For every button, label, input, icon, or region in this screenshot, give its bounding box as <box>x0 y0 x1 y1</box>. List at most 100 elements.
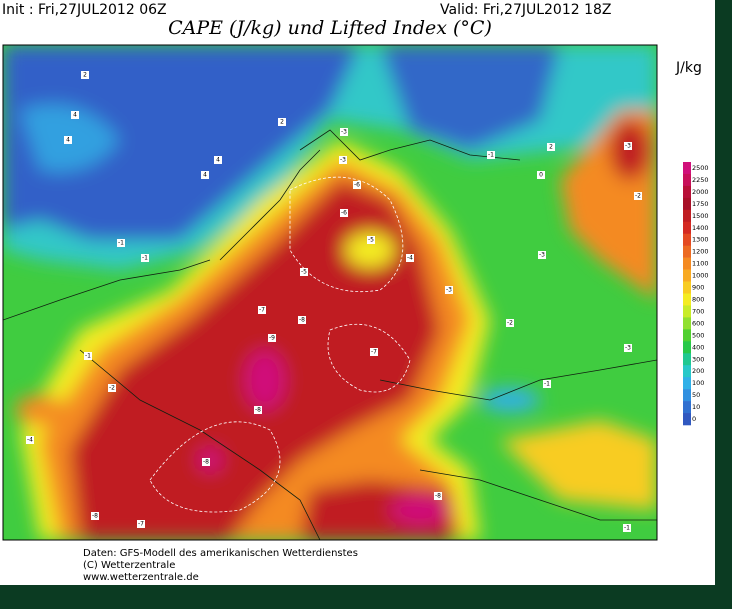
label-box <box>268 334 276 342</box>
label-box <box>445 286 453 294</box>
label-box <box>340 209 348 217</box>
lifted-index-label: 4 <box>203 172 207 179</box>
colorbar-label: 1100 <box>692 260 709 268</box>
label-box <box>487 151 495 159</box>
footer: Daten: GFS-Modell des amerikanischen Wet… <box>83 548 358 583</box>
lifted-index-label: 4 <box>73 112 77 119</box>
colorbar-segment <box>683 269 691 282</box>
label-box <box>141 254 149 262</box>
lifted-index-label: -8 <box>255 407 261 414</box>
label-box <box>117 239 125 247</box>
label-box <box>64 136 72 144</box>
label-box <box>340 128 348 136</box>
label-box <box>202 458 210 466</box>
lifted-index-label: -2 <box>109 385 115 392</box>
colorbar-segment <box>683 401 691 414</box>
label-box <box>370 348 378 356</box>
label-box <box>26 436 34 444</box>
colorbar-segment <box>683 377 691 390</box>
label-box <box>300 268 308 276</box>
lifted-index-label: -3 <box>446 287 452 294</box>
lifted-index-label: -3 <box>341 129 347 136</box>
colorbar-label: 1750 <box>692 200 709 208</box>
lifted-index-label: -3 <box>539 252 545 259</box>
legend-unit: J/kg <box>675 60 702 76</box>
colorbar-segment <box>683 329 691 342</box>
lifted-index-label: -5 <box>301 269 307 276</box>
lifted-index-label: -3 <box>625 143 631 150</box>
label-box <box>339 156 347 164</box>
lifted-index-label: 0 <box>539 172 543 179</box>
colorbar-segment <box>683 173 691 187</box>
colorbar-label: 300 <box>692 355 704 363</box>
colorbar-segment <box>683 317 691 330</box>
lifted-index-label: 4 <box>216 157 220 164</box>
lifted-index-label: -1 <box>624 525 630 532</box>
lifted-index-label: -7 <box>371 349 377 356</box>
colorbar-label: 700 <box>692 307 704 315</box>
colorbar-label: 1200 <box>692 248 709 256</box>
lifted-index-label: -1 <box>488 152 494 159</box>
label-box <box>298 316 306 324</box>
map: 2 4 4 2 4 4 -1 -1 -3 -3 -6 -6 -5 -7 -8 -5 -4 -3 -3 -1 0 2 -3 -2… <box>3 45 657 540</box>
colorbar-label: 500 <box>692 331 704 339</box>
colorbar-label: 1300 <box>692 236 709 244</box>
lifted-index-label: -3 <box>340 157 346 164</box>
label-box <box>91 512 99 520</box>
footer-line: www.wetterzentrale.de <box>83 572 199 583</box>
lifted-index-label: -8 <box>92 513 98 520</box>
label-box <box>254 406 262 414</box>
label-box <box>634 192 642 200</box>
label-box <box>81 71 89 79</box>
colorbar-segment <box>683 353 691 366</box>
colorbar-segment <box>683 281 691 294</box>
lifted-index-label: 2 <box>280 119 284 126</box>
colorbar-label: 900 <box>692 284 704 292</box>
lifted-index-label: 2 <box>549 144 553 151</box>
label-box <box>353 181 361 189</box>
lifted-index-label: -1 <box>85 353 91 360</box>
lifted-index-label: -8 <box>435 493 441 500</box>
label-box <box>71 111 79 119</box>
label-box <box>537 171 545 179</box>
valid-time: Valid: Fri,27JUL2012 18Z <box>440 2 612 18</box>
label-box <box>367 236 375 244</box>
lifted-index-label: -2 <box>507 320 513 327</box>
init-time: Init : Fri,27JUL2012 06Z <box>2 2 167 18</box>
lifted-index-label: -1 <box>142 255 148 262</box>
colorbar-segment <box>683 293 691 306</box>
colorbar-segment <box>683 185 691 199</box>
label-box <box>108 384 116 392</box>
label-box <box>623 524 631 532</box>
colorbar-segment <box>683 389 691 402</box>
colorbar-label: 100 <box>692 379 704 387</box>
lifted-index-label: -4 <box>27 437 33 444</box>
colorbar-segment <box>683 197 691 211</box>
map-title: CAPE (J/kg) und Lifted Index (°C) <box>168 17 492 39</box>
label-box <box>624 142 632 150</box>
lifted-index-label: -6 <box>341 210 347 217</box>
colorbar-label: 0 <box>692 415 696 423</box>
lifted-index-label: 4 <box>66 137 70 144</box>
colorbar-label: 2500 <box>692 164 709 172</box>
colorbar-label: 50 <box>692 391 700 399</box>
colorbar-segment <box>683 233 691 246</box>
colorbar-label: 800 <box>692 295 704 303</box>
label-box <box>434 492 442 500</box>
colorbar-label: 10 <box>692 403 700 411</box>
colorbar-segment <box>683 245 691 258</box>
colorbar-segment <box>683 413 691 426</box>
footer-line: Daten: GFS-Modell des amerikanischen Wet… <box>83 548 358 559</box>
colorbar-label: 1000 <box>692 272 709 280</box>
colorbar-segment <box>683 341 691 354</box>
colorbar-segment <box>683 257 691 270</box>
lifted-index-label: -1 <box>544 381 550 388</box>
lifted-index-label: -9 <box>269 335 275 342</box>
lifted-index-label: -3 <box>625 345 631 352</box>
label-box <box>258 306 266 314</box>
footer-line: (C) Wetterzentrale <box>83 560 175 571</box>
map-frame <box>2 44 658 541</box>
colorbar-segment <box>683 221 691 235</box>
colorbar-segment <box>683 162 691 175</box>
